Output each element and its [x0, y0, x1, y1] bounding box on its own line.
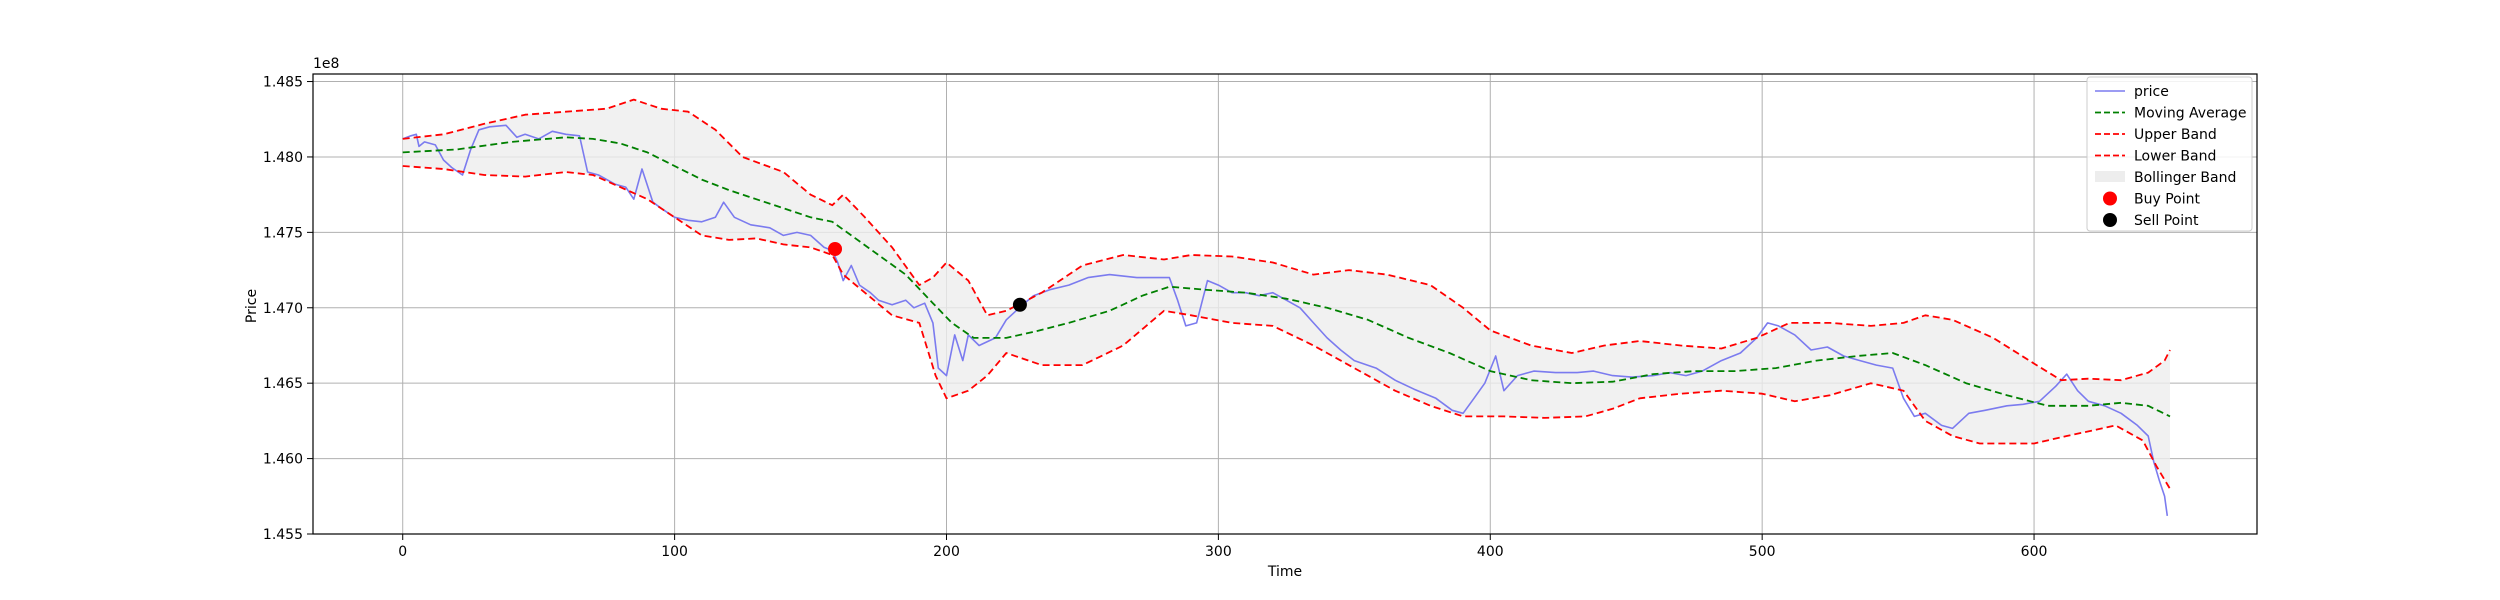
y-tick-label: 1.480	[263, 150, 303, 166]
price-line	[402, 124, 2169, 517]
moving-average-line	[402, 136, 2171, 418]
axes: 0 100 200 300 400 500 600 1.455 1.460 1.465 1.470 1…	[263, 73, 2258, 560]
legend-box	[2086, 76, 2253, 232]
upper-band-line	[402, 98, 2171, 382]
y-tick-label: 1.470	[263, 301, 303, 317]
x-tick-label: 0	[398, 544, 407, 560]
bollinger-band-fill	[402, 99, 2171, 489]
legend-label: Bollinger Band	[2134, 170, 2236, 186]
legend-swatch	[2095, 171, 2125, 182]
x-tick-label: 300	[1205, 544, 1232, 560]
sell-point-marker	[1012, 297, 1027, 312]
x-tick-label: 100	[661, 544, 688, 560]
y-axis-title: Price	[244, 289, 260, 323]
series	[402, 98, 2171, 517]
x-tick-label: 200	[933, 544, 960, 560]
bollinger-band-area	[402, 99, 2171, 489]
legend-label: Sell Point	[2134, 213, 2199, 229]
legend-label: price	[2134, 84, 2169, 100]
y-tick-label: 1.455	[263, 527, 303, 543]
plot-frame	[312, 73, 2258, 535]
y-offset-label: 1e8	[313, 56, 339, 72]
legend-swatch	[2103, 191, 2117, 206]
legend-label: Lower Band	[2134, 149, 2216, 165]
x-tick-label: 400	[1477, 544, 1504, 560]
trade-markers	[828, 241, 1027, 312]
y-tick-label: 1.465	[263, 376, 303, 392]
y-tick-label: 1.475	[263, 225, 303, 241]
lower-band-line	[402, 165, 2171, 490]
legend-swatch	[2103, 213, 2117, 227]
y-tick-label: 1.460	[263, 452, 303, 468]
y-tick-label: 1.485	[263, 75, 303, 91]
legend-label: Upper Band	[2134, 127, 2217, 143]
x-tick-label: 600	[2021, 544, 2048, 560]
legend-label: Moving Average	[2134, 106, 2247, 122]
buy-point-marker	[828, 241, 843, 256]
legend-label: Buy Point	[2134, 192, 2200, 208]
legend: price Moving Average Upper Band Lower Band B…	[2086, 76, 2253, 232]
x-axis-title: Time	[1267, 564, 1302, 580]
x-tick-label: 500	[1749, 544, 1776, 560]
